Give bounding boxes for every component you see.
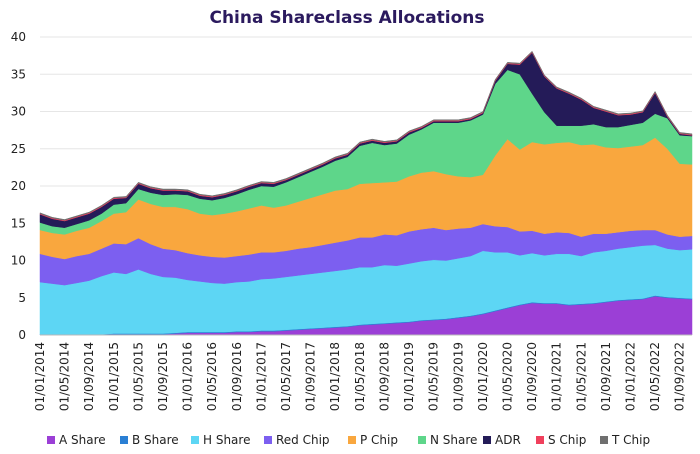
x-tick-label: 01/01/2018 bbox=[328, 342, 342, 411]
legend-swatch bbox=[47, 436, 55, 444]
x-tick-label: 01/01/2022 bbox=[623, 342, 637, 411]
x-tick-label: 01/01/2019 bbox=[402, 342, 416, 411]
legend-label: T Chip bbox=[611, 433, 650, 447]
x-tick-label: 01/09/2021 bbox=[599, 342, 613, 411]
legend-item-red-chip: Red Chip bbox=[264, 433, 330, 447]
x-tick-label: 01/05/2021 bbox=[574, 342, 588, 411]
x-tick-label: 01/05/2014 bbox=[58, 342, 72, 411]
x-tick-label: 01/05/2018 bbox=[353, 342, 367, 411]
x-tick-label: 01/01/2017 bbox=[254, 342, 268, 411]
x-tick-label: 01/01/2015 bbox=[107, 342, 121, 411]
y-axis-ticks: 0 5 10 15 20 25 30 35 40 bbox=[11, 30, 26, 342]
legend-label: H Share bbox=[203, 433, 250, 447]
x-tick-label: 01/09/2014 bbox=[82, 342, 96, 411]
y-tick-label: 35 bbox=[11, 67, 26, 81]
legend-item-b-share: B Share bbox=[120, 433, 179, 447]
series-areas bbox=[39, 50, 693, 336]
y-tick-label: 25 bbox=[11, 142, 26, 156]
legend-label: P Chip bbox=[360, 433, 398, 447]
chart-title: China Shareclass Allocations bbox=[209, 8, 484, 28]
x-tick-label: 01/09/2018 bbox=[377, 342, 391, 411]
x-tick-label: 01/05/2016 bbox=[205, 342, 219, 411]
x-tick-label: 01/09/2015 bbox=[156, 342, 170, 411]
legend-swatch bbox=[600, 436, 608, 444]
legend-item-n-share: N Share bbox=[418, 433, 477, 447]
legend-label: B Share bbox=[132, 433, 179, 447]
x-tick-label: 01/09/2016 bbox=[230, 342, 244, 411]
y-tick-label: 40 bbox=[11, 30, 26, 44]
legend-label: S Chip bbox=[548, 433, 586, 447]
legend-swatch bbox=[348, 436, 356, 444]
x-tick-label: 01/09/2020 bbox=[525, 342, 539, 411]
x-tick-label: 01/05/2017 bbox=[279, 342, 293, 411]
x-axis-ticks: 01/01/2014 01/05/2014 01/09/2014 01/01/2015… bbox=[33, 342, 687, 411]
legend-swatch bbox=[120, 436, 128, 444]
y-tick-label: 10 bbox=[11, 254, 26, 268]
legend-label: ADR bbox=[495, 433, 521, 447]
legend-item-p-chip: P Chip bbox=[348, 433, 398, 447]
x-tick-label: 01/01/2021 bbox=[550, 342, 564, 411]
legend-swatch bbox=[264, 436, 272, 444]
x-tick-label: 01/05/2022 bbox=[648, 342, 662, 411]
x-tick-label: 01/01/2020 bbox=[476, 342, 490, 411]
x-tick-label: 01/05/2019 bbox=[427, 342, 441, 411]
legend-swatch bbox=[536, 436, 544, 444]
legend-swatch bbox=[191, 436, 199, 444]
legend-swatch bbox=[418, 436, 426, 444]
y-tick-label: 20 bbox=[11, 179, 26, 193]
legend-item-h-share: H Share bbox=[191, 433, 250, 447]
legend: A Share B Share H Share Red Chip P Chip N Sha… bbox=[47, 433, 650, 447]
x-tick-label: 01/09/2017 bbox=[304, 342, 318, 411]
y-tick-label: 30 bbox=[11, 105, 26, 119]
y-tick-label: 5 bbox=[18, 291, 26, 305]
y-tick-label: 15 bbox=[11, 216, 26, 230]
y-tick-label: 0 bbox=[18, 328, 26, 342]
x-tick-label: 01/01/2016 bbox=[181, 342, 195, 411]
legend-swatch bbox=[483, 436, 491, 444]
x-tick-label: 01/09/2022 bbox=[673, 342, 687, 411]
legend-label: A Share bbox=[59, 433, 106, 447]
x-tick-label: 01/05/2015 bbox=[131, 342, 145, 411]
x-tick-label: 01/01/2014 bbox=[33, 342, 47, 411]
area-t-chip bbox=[39, 50, 693, 221]
legend-label: N Share bbox=[430, 433, 477, 447]
legend-item-adr: ADR bbox=[483, 433, 521, 447]
legend-item-t-chip: T Chip bbox=[600, 433, 650, 447]
x-tick-label: 01/05/2020 bbox=[500, 342, 514, 411]
x-tick-label: 01/09/2019 bbox=[451, 342, 465, 411]
legend-item-s-chip: S Chip bbox=[536, 433, 586, 447]
legend-label: Red Chip bbox=[276, 433, 330, 447]
legend-item-a-share: A Share bbox=[47, 433, 106, 447]
